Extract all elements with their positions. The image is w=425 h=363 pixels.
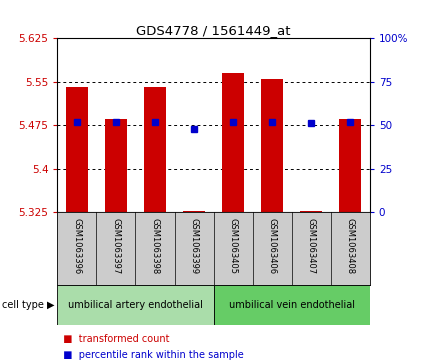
Bar [300,211,322,212]
Text: cell type ▶: cell type ▶ [2,300,55,310]
Text: GSM1063406: GSM1063406 [268,218,277,274]
Text: umbilical artery endothelial: umbilical artery endothelial [68,300,203,310]
Bar [66,87,88,212]
Text: ■  transformed count: ■ transformed count [57,334,170,344]
Bar [261,79,283,212]
Text: ■  percentile rank within the sample: ■ percentile rank within the sample [57,350,244,360]
Bar [105,119,127,212]
Bar [340,119,361,212]
Bar [144,87,166,212]
Bar [57,285,213,325]
Text: GSM1063398: GSM1063398 [150,218,159,274]
Text: GSM1063407: GSM1063407 [307,218,316,274]
Bar [222,73,244,212]
Bar [213,285,370,325]
Bar [183,211,205,212]
Text: GSM1063405: GSM1063405 [229,218,238,274]
Text: GSM1063399: GSM1063399 [190,218,198,274]
Title: GDS4778 / 1561449_at: GDS4778 / 1561449_at [136,24,291,37]
Text: GSM1063408: GSM1063408 [346,218,355,274]
Text: umbilical vein endothelial: umbilical vein endothelial [229,300,354,310]
Text: GSM1063397: GSM1063397 [111,218,120,274]
Text: GSM1063396: GSM1063396 [72,218,82,274]
